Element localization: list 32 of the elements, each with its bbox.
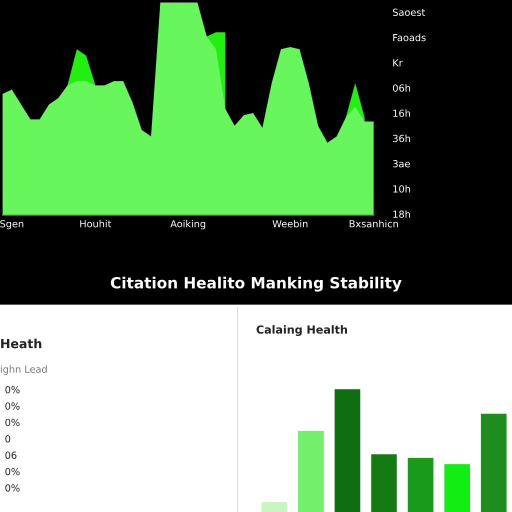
text: 0 xyxy=(5,435,10,443)
chart-title: Calaing Health xyxy=(256,325,347,336)
bar xyxy=(408,458,434,512)
bar xyxy=(298,430,324,512)
text: Citation Healito Manking Stability xyxy=(110,276,402,292)
x-tick-label: Sgen xyxy=(0,220,24,230)
text: 36h xyxy=(393,134,410,142)
bar xyxy=(371,454,397,512)
text: 18h xyxy=(393,210,410,218)
text: 06h xyxy=(392,84,410,92)
text: Kr xyxy=(393,59,403,66)
bar xyxy=(444,464,470,512)
text: 3ae xyxy=(393,160,410,168)
x-tick-label: Aoiking xyxy=(170,220,206,230)
text: 0% xyxy=(5,402,20,410)
text: 10h xyxy=(393,185,410,193)
text: ighn Lead xyxy=(0,365,47,375)
text: Faoads xyxy=(393,34,426,42)
text: 0% xyxy=(5,484,20,492)
bar xyxy=(480,414,507,512)
bar xyxy=(261,502,288,512)
x-tick-label: Houhit xyxy=(80,220,112,228)
text: Heath xyxy=(1,338,42,348)
text: 16h xyxy=(393,109,410,117)
x-tick-label: Weebin xyxy=(272,220,308,228)
x-tick-label: Bxsanhicn xyxy=(350,220,398,228)
text: 0% xyxy=(5,468,20,476)
text: Saoest xyxy=(392,8,426,16)
text: 0% xyxy=(5,418,20,426)
text: 06 xyxy=(5,452,16,459)
bar xyxy=(334,389,360,512)
text: 0% xyxy=(5,386,20,394)
